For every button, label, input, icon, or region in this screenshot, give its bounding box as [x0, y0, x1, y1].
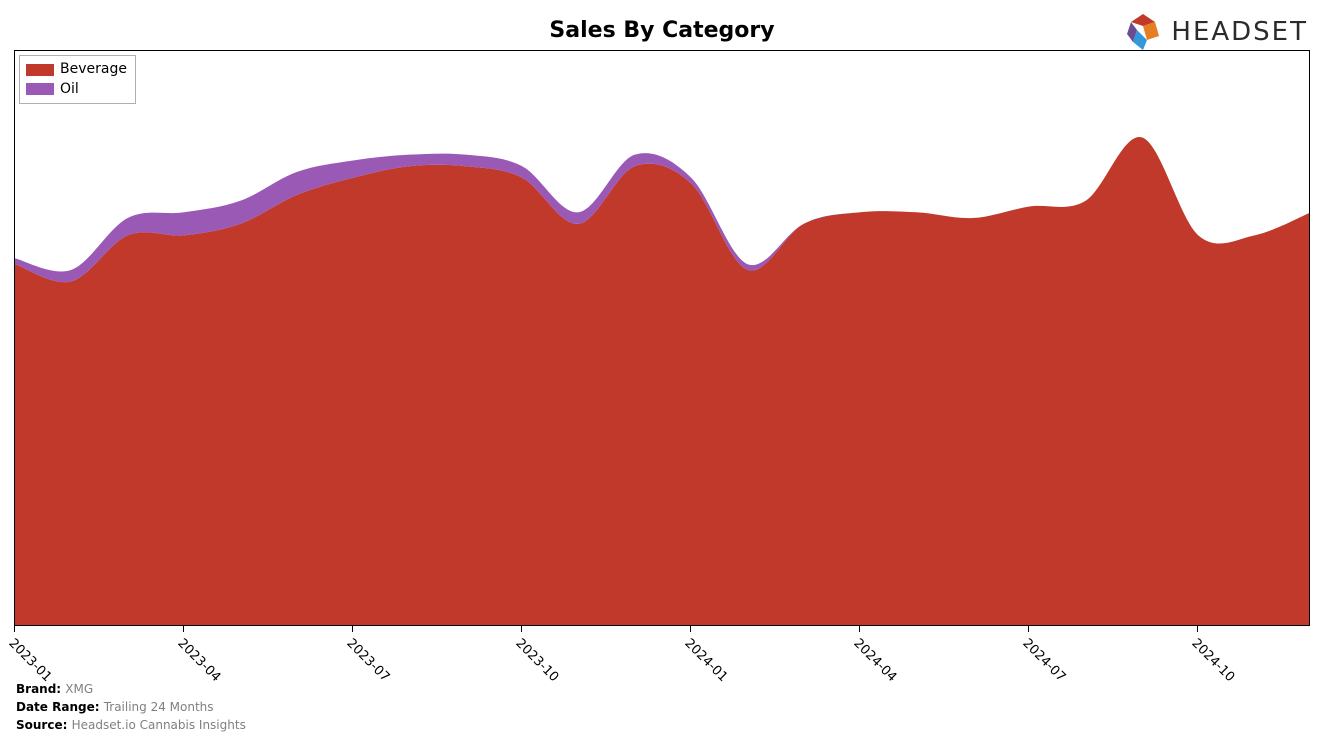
x-tick-mark: [1028, 626, 1029, 632]
meta-value: XMG: [65, 682, 93, 696]
meta-value: Headset.io Cannabis Insights: [72, 718, 246, 732]
x-tick-mark: [521, 626, 522, 632]
meta-label: Brand:: [16, 682, 65, 696]
x-tick-label: 2023-04: [174, 636, 223, 685]
brand-logo: HEADSET: [1123, 12, 1308, 52]
chart-legend: BeverageOil: [19, 55, 136, 104]
meta-row: Brand: XMG: [16, 680, 246, 698]
x-tick-mark: [1197, 626, 1198, 632]
legend-item-beverage: Beverage: [26, 60, 127, 80]
x-tick-mark: [690, 626, 691, 632]
x-tick-mark: [859, 626, 860, 632]
x-tick-label: 2023-01: [5, 636, 54, 685]
legend-item-oil: Oil: [26, 80, 127, 100]
x-tick-mark: [14, 626, 15, 632]
legend-swatch: [26, 64, 54, 76]
meta-row: Source: Headset.io Cannabis Insights: [16, 716, 246, 734]
brand-logo-text: HEADSET: [1171, 17, 1308, 47]
x-tick-mark: [352, 626, 353, 632]
meta-label: Source:: [16, 718, 72, 732]
x-tick-mark: [183, 626, 184, 632]
chart-metadata: Brand: XMGDate Range: Trailing 24 Months…: [16, 680, 246, 734]
chart-plot-area: BeverageOil: [14, 50, 1310, 626]
headset-logo-icon: [1123, 12, 1163, 52]
legend-label: Oil: [60, 80, 79, 100]
legend-label: Beverage: [60, 60, 127, 80]
stacked-area-svg: [15, 51, 1310, 626]
x-tick-label: 2024-10: [1189, 636, 1238, 685]
x-tick-label: 2023-10: [513, 636, 562, 685]
x-tick-label: 2024-04: [851, 636, 900, 685]
x-tick-label: 2024-01: [682, 636, 731, 685]
x-tick-label: 2024-07: [1020, 636, 1069, 685]
x-tick-label: 2023-07: [343, 636, 392, 685]
meta-value: Trailing 24 Months: [104, 700, 214, 714]
meta-row: Date Range: Trailing 24 Months: [16, 698, 246, 716]
meta-label: Date Range:: [16, 700, 104, 714]
legend-swatch: [26, 83, 54, 95]
